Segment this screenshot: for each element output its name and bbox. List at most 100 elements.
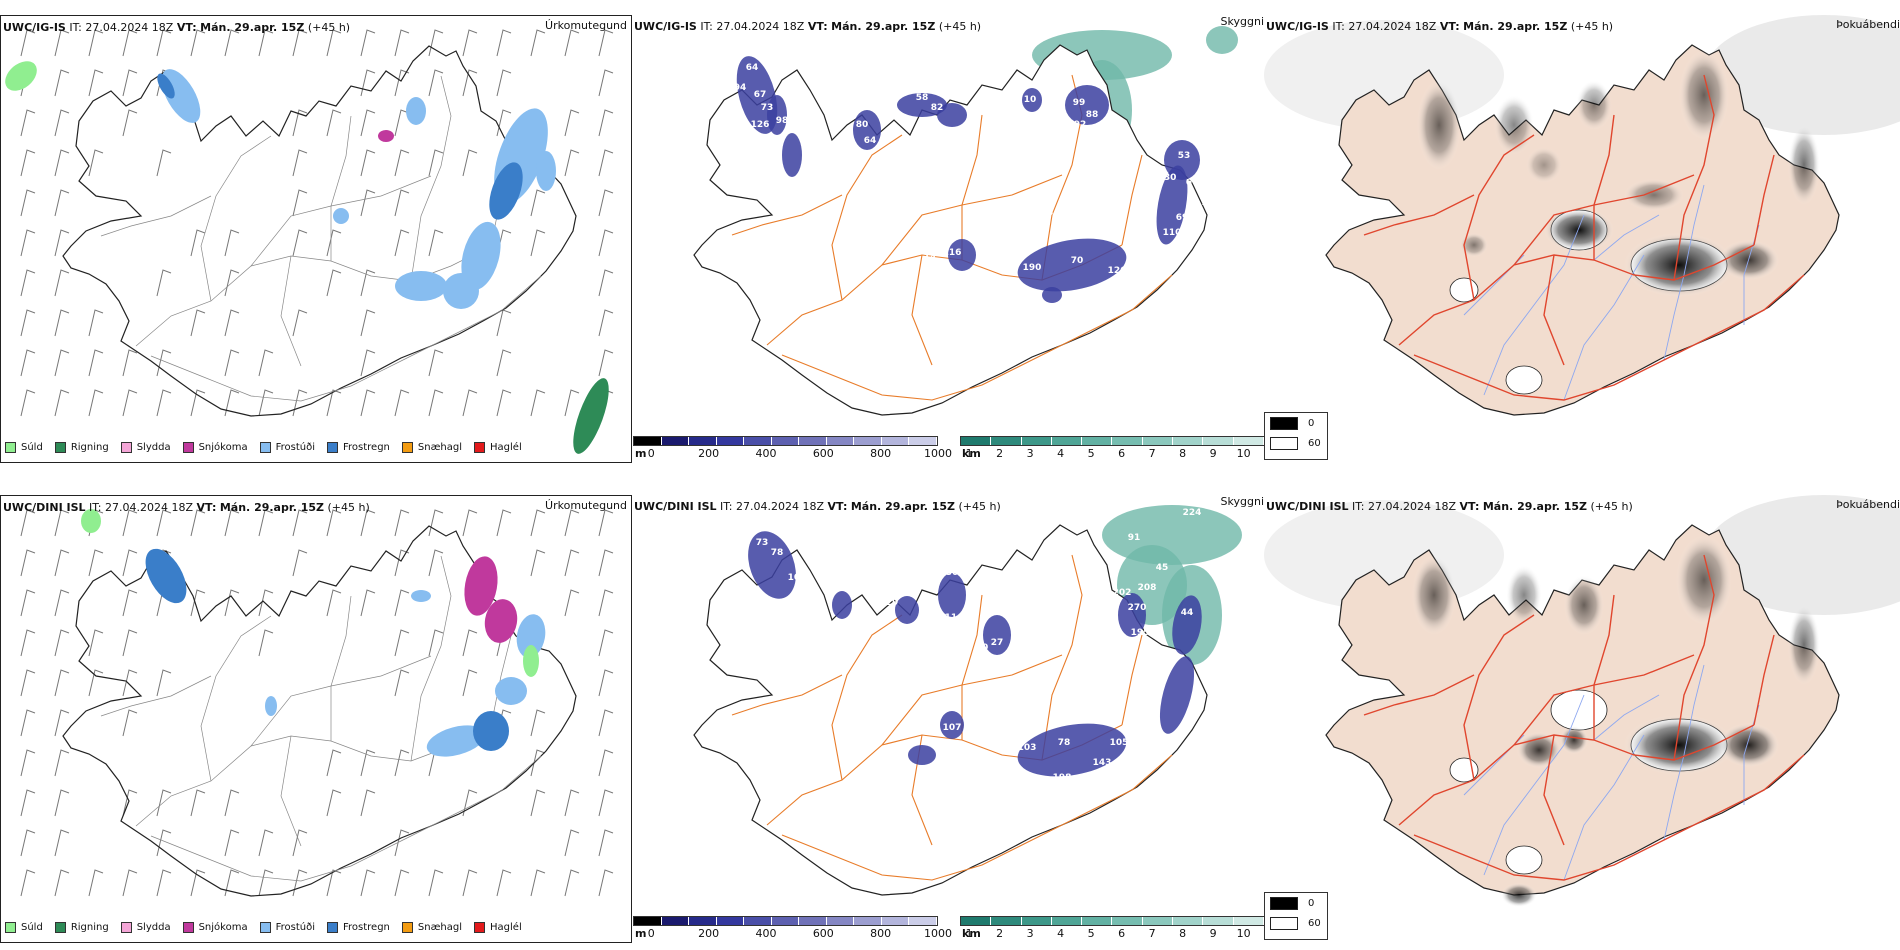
cloud-base-value: 27 [991, 638, 1004, 648]
colorbar-tick: 1 [966, 447, 973, 460]
cloud-base-value: 10 [1024, 95, 1037, 105]
colorbar-swatch [1052, 437, 1082, 445]
cloud-base-value: 208 [1138, 583, 1157, 593]
cloud-base-area [938, 573, 966, 617]
fog-legend-swatch [1270, 897, 1298, 910]
legend-swatch [474, 922, 485, 933]
colorbar-tick: 3 [1027, 447, 1034, 460]
cloud-base-value: 73 [761, 103, 774, 113]
fog-legend-item: 0 [1265, 413, 1327, 433]
fog-panel-2: UWC/DINI ISL IT: 27.04.2024 18Z VT: Mán.… [1264, 495, 1900, 943]
precip-area [473, 711, 509, 751]
colorbar-swatch [662, 917, 690, 925]
colorbar-tick: 10 [1237, 927, 1251, 940]
visibility-colorbar-1: km 1 2 3 4 5 6 7 8 9 10 [960, 436, 1264, 462]
colorbar-swatch [772, 437, 800, 445]
legend-label: Frostúði [276, 442, 315, 453]
cloud-base-value: 114 [945, 613, 964, 623]
fog-area [1719, 723, 1779, 767]
precip-area [395, 271, 447, 301]
cloud-base-value: 99 [1073, 98, 1086, 108]
legend-label: Snjókoma [199, 922, 248, 933]
cloud-base-value: 88 [1086, 110, 1099, 120]
colorbar-swatch [744, 437, 772, 445]
colorbar-tick: 6 [1118, 927, 1125, 940]
colorbar-tick: 600 [813, 927, 834, 940]
fog-title-2: Þokuábendi [1836, 498, 1900, 511]
legend-item-súld: Súld [5, 442, 43, 453]
legend-item-snæhagl: Snæhagl [402, 922, 462, 933]
cloud-base-value: 29 [886, 598, 899, 608]
precip-area [333, 208, 349, 224]
fog-legend-item: 0 [1265, 893, 1327, 913]
cloud-base-value: 116 [943, 248, 962, 258]
colorbar-swatch [717, 917, 745, 925]
cloud-base-value: 126 [751, 120, 770, 130]
fog-area [1526, 147, 1562, 183]
colorbar-swatch [1203, 917, 1233, 925]
cloud-base-area [782, 133, 802, 177]
colorbar-swatch [1143, 917, 1173, 925]
colorbar-tick: 200 [698, 927, 719, 940]
legend-label: Snæhagl [418, 922, 462, 933]
colorbar-tick: 0 [648, 447, 655, 460]
precip-title-2: Úrkomutegund [545, 499, 627, 512]
cloud-base-value: 18 [1041, 208, 1054, 218]
legend-swatch [183, 922, 194, 933]
fog-legend-value: 60 [1308, 438, 1321, 449]
legend-label: Frostúði [276, 922, 315, 933]
colorbar-tick: 4 [1057, 447, 1064, 460]
vis-title-1: Skyggni [1221, 15, 1264, 28]
precip-map-2 [1, 496, 632, 943]
colorbar-swatch [1052, 917, 1082, 925]
legend-item-haglél: Haglél [474, 922, 522, 933]
cloud-base-value: 10 [976, 643, 989, 653]
fog-area [1564, 575, 1604, 635]
precip-header-1: UWC/IG-IS IT: 27.04.2024 18Z VT: Mán. 29… [3, 21, 350, 34]
colorbar-swatch [1022, 437, 1052, 445]
colorbar-tick: 8 [1179, 927, 1186, 940]
fog-area [1412, 555, 1456, 635]
fog-legend-1: 0 60 [1264, 412, 1328, 460]
cloud-base-value: 14 [924, 253, 937, 263]
cloud-base-value: 103 [1018, 743, 1037, 753]
legend-item-frostúði: Frostúði [260, 922, 315, 933]
cloud-base-value: 130 [1158, 173, 1177, 183]
vis-panel-2: 73 78 100 29 30 114 10 27 91 45 208 202 270 195 44 103 7… [632, 495, 1264, 943]
cloud-base-area [1042, 287, 1062, 303]
colorbar-swatch [991, 917, 1021, 925]
colorbar-swatch [854, 437, 882, 445]
cloud-base-value: 144 [895, 728, 914, 738]
cloud-base-value: 67 [986, 163, 999, 173]
colorbar-tick: 800 [870, 447, 891, 460]
fog-area [1560, 726, 1588, 754]
fog-area [1679, 50, 1729, 140]
colorbar-swatch [961, 437, 991, 445]
colorbar-swatch [961, 917, 991, 925]
precip-legend-2: Súld Rigning Slydda Snjókoma Frostúði Frostre… [5, 922, 534, 933]
colorbar-swatch [909, 917, 937, 925]
colorbar-tick: 4 [1057, 927, 1064, 940]
legend-item-frostúði: Frostúði [260, 442, 315, 453]
colorbar-tick: 400 [755, 927, 776, 940]
fog-legend-item: 60 [1265, 913, 1327, 933]
fog-area [1506, 565, 1542, 625]
cloud-base-value: 53 [1178, 151, 1191, 161]
legend-item-slydda: Slydda [121, 442, 171, 453]
fog-header-1: UWC/IG-IS IT: 27.04.2024 18Z VT: Mán. 29… [1266, 20, 1613, 33]
cloud-base-value: 73 [756, 538, 769, 548]
vis-panel-1: 64 67 73 126 98 94 80 64 58 82 10 99 88 92 95 53 130 69 19… [632, 15, 1264, 463]
legend-item-rigning: Rigning [55, 442, 109, 453]
legend-swatch [402, 442, 413, 453]
fog-area [1501, 883, 1537, 907]
legend-label: Slydda [137, 442, 171, 453]
fog-area [1576, 80, 1612, 130]
legend-swatch [474, 442, 485, 453]
cloud-base-value: 78 [1058, 738, 1071, 748]
precip-header-2: UWC/DINI ISL IT: 27.04.2024 18Z VT: Mán.… [3, 501, 370, 514]
legend-item-snjókoma: Snjókoma [183, 442, 248, 453]
cloud-base-area [767, 95, 787, 135]
colorbar-swatch [1203, 437, 1233, 445]
cloud-base-value: 270 [1128, 603, 1147, 613]
colorbar-swatch [1173, 917, 1203, 925]
